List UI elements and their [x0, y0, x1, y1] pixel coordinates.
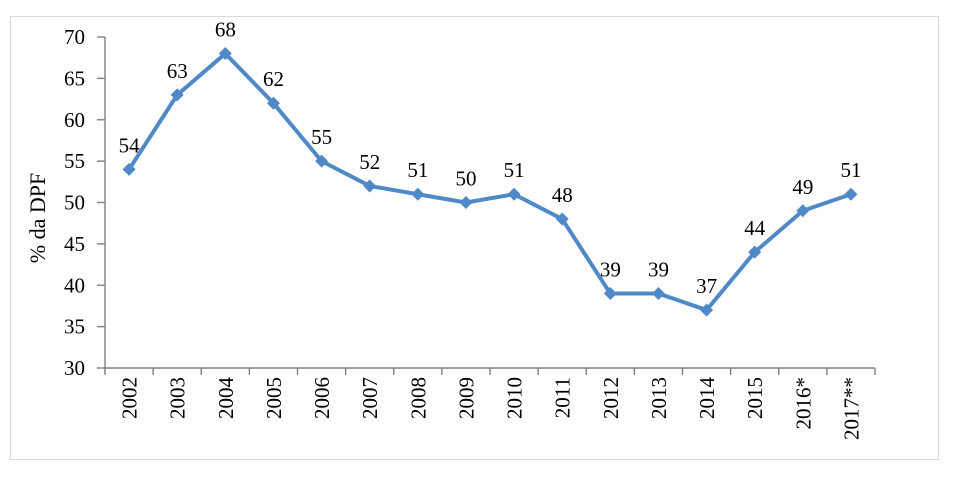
data-point-marker — [363, 179, 377, 193]
x-tick-label: 2011 — [551, 377, 575, 418]
data-point-label: 44 — [744, 216, 766, 240]
data-point-label: 51 — [504, 158, 525, 182]
data-point-marker — [315, 154, 329, 168]
x-tick-label: 2003 — [166, 377, 190, 419]
data-point-label: 62 — [263, 67, 284, 91]
x-tick-label: 2006 — [310, 377, 334, 419]
y-tick-label: 65 — [64, 66, 85, 90]
x-tick-label: 2014 — [695, 377, 719, 420]
x-tick-label: 2004 — [214, 377, 238, 420]
x-tick-label: 2010 — [503, 377, 527, 419]
data-point-label: 49 — [792, 175, 813, 199]
data-point-label: 51 — [407, 158, 428, 182]
data-point-marker — [218, 47, 232, 61]
x-tick-label: 2016* — [791, 377, 815, 430]
data-point-label: 39 — [600, 258, 621, 282]
data-point-label: 37 — [696, 274, 717, 298]
y-tick-label: 70 — [64, 25, 85, 49]
x-tick-label: 2008 — [406, 377, 430, 419]
data-point-label: 54 — [119, 133, 141, 157]
data-point-marker — [651, 287, 665, 301]
x-tick-label: 2005 — [262, 377, 286, 419]
data-point-label: 51 — [840, 158, 861, 182]
y-tick-label: 55 — [64, 149, 85, 173]
data-point-marker — [700, 303, 714, 317]
y-tick-label: 35 — [64, 315, 85, 339]
data-point-marker — [603, 287, 617, 301]
data-point-marker — [122, 162, 136, 176]
x-tick-label: 2002 — [118, 377, 142, 419]
data-point-label: 39 — [648, 258, 669, 282]
x-tick-label: 2017** — [839, 377, 863, 440]
data-point-label: 55 — [311, 125, 332, 149]
data-point-marker — [748, 245, 762, 259]
x-tick-label: 2007 — [358, 377, 382, 419]
x-tick-label: 2015 — [743, 377, 767, 419]
y-tick-label: 45 — [64, 232, 85, 256]
y-tick-label: 40 — [64, 273, 85, 297]
y-tick-label: 50 — [64, 191, 85, 215]
x-tick-label: 2013 — [647, 377, 671, 419]
data-point-marker — [796, 204, 810, 218]
x-tick-label: 2009 — [454, 377, 478, 419]
data-point-marker — [507, 187, 521, 201]
data-point-label: 68 — [215, 18, 236, 42]
data-point-label: 48 — [552, 183, 573, 207]
data-point-label: 63 — [167, 59, 188, 83]
data-point-marker — [844, 187, 858, 201]
data-point-marker — [266, 96, 280, 110]
x-tick-label: 2012 — [599, 377, 623, 419]
data-point-label: 50 — [455, 167, 476, 191]
data-point-marker — [170, 88, 184, 102]
y-tick-label: 60 — [64, 108, 85, 132]
series-line — [127, 51, 853, 313]
data-point-marker — [459, 196, 473, 209]
data-point-marker — [555, 212, 569, 226]
data-point-label: 52 — [359, 150, 380, 174]
data-point-marker — [411, 187, 425, 201]
y-tick-label: 30 — [64, 356, 85, 380]
chart-frame — [10, 16, 939, 460]
